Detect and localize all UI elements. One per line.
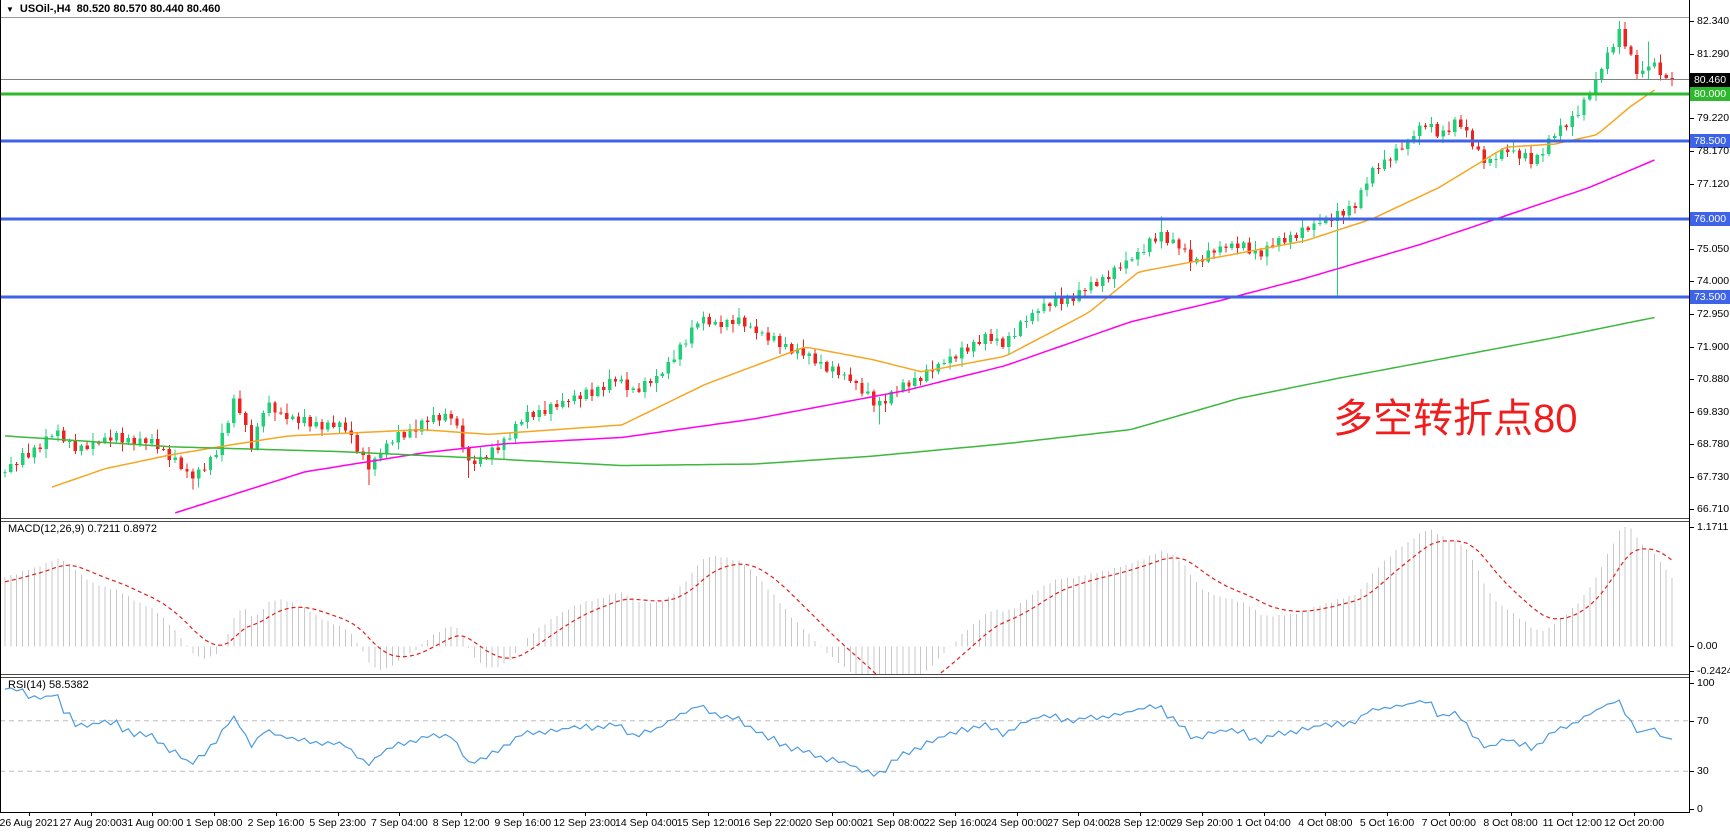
time-label: 1 Sep 08:00 [172,813,256,829]
symbol-dropdown-icon[interactable]: ▼ [6,4,14,14]
rsi-axis-label: 100 [1690,677,1730,689]
price-badge-80.000: 80.000 [1690,87,1730,101]
time-label: 16 Sep 22:00 [728,813,812,829]
price-tick: 68.780 [1690,438,1730,450]
time-label: 2 Sep 16:00 [234,813,318,829]
time-label: 14 Sep 04:00 [604,813,688,829]
macd-panel-separator[interactable] [0,518,1690,522]
time-label: 5 Oct 16:00 [1345,813,1429,829]
price-tick: 70.880 [1690,373,1730,385]
chart-annotation-text[interactable]: 多空转折点80 [1333,397,1578,441]
price-axis-column[interactable]: 80.460 80.000 78.500 76.000 73.500 82.340 81.2… [1690,0,1730,815]
price-tick: 82.340 [1690,15,1730,27]
price-tick: 69.830 [1690,406,1730,418]
price-tick: 79.220 [1690,112,1730,124]
macd-label: MACD(12,26,9) 0.7211 0.8972 [8,523,157,535]
time-label: 27 Aug 20:00 [49,813,133,829]
time-label: 20 Sep 00:00 [790,813,874,829]
price-tick: 78.170 [1690,145,1730,157]
time-label: 27 Sep 04:00 [1036,813,1120,829]
ohlc-readout: 80.520 80.570 80.440 80.460 [76,3,221,15]
macd-axis-label: 1.1711 [1690,521,1730,533]
time-label: 15 Sep 12:00 [666,813,750,829]
candles-series [3,21,1674,490]
time-label: 7 Sep 04:00 [357,813,441,829]
time-label: 12 Oct 20:00 [1592,813,1676,829]
rsi-canvas[interactable] [0,678,1690,812]
price-tick: 67.730 [1690,471,1730,483]
price-badge-80.460: 80.460 [1690,73,1730,87]
price-badge-78.500: 78.500 [1690,134,1730,148]
time-label: 11 Oct 12:00 [1530,813,1614,829]
price-chart-canvas[interactable] [0,0,1690,518]
price-tick: 71.900 [1690,341,1730,353]
macd-histogram [4,527,1673,674]
price-tick: 74.000 [1690,275,1730,287]
left-border [0,0,1,813]
rsi-panel-separator[interactable] [0,674,1690,678]
price-badge-76.000: 76.000 [1690,212,1730,226]
plot-right-border [1689,0,1690,813]
time-label: 1 Oct 04:00 [1222,813,1306,829]
time-label: 29 Sep 20:00 [1160,813,1244,829]
time-label: 8 Oct 08:00 [1469,813,1553,829]
macd-axis-label: -0.2424 [1690,665,1730,677]
macd-axis-label: 0.00 [1690,640,1730,652]
time-label: 8 Sep 12:00 [419,813,503,829]
chart-title-bar: ▼ USOil-,H4 80.520 80.570 80.440 80.460 [6,3,220,15]
time-label: 4 Oct 08:00 [1283,813,1367,829]
time-label: 24 Sep 00:00 [975,813,1059,829]
rsi-axis-label: 0 [1690,803,1730,815]
time-label: 5 Sep 23:00 [296,813,380,829]
time-axis[interactable]: 26 Aug 2021 27 Aug 20:00 31 Aug 00:00 1 Sep… [0,813,1690,837]
time-label: 26 Aug 2021 [0,813,71,829]
macd-canvas[interactable] [0,522,1690,674]
time-label: 22 Sep 16:00 [913,813,997,829]
price-tick: 75.050 [1690,243,1730,255]
rsi-line [4,687,1673,778]
price-badge-73.500: 73.500 [1690,290,1730,304]
time-label: 9 Sep 16:00 [481,813,565,829]
ma-mid-magenta[interactable] [174,159,1655,514]
time-label: 28 Sep 12:00 [1098,813,1182,829]
time-label: 7 Oct 00:00 [1407,813,1491,829]
title-divider [0,17,1690,18]
symbol-timeframe-label: USOil-,H4 [19,3,71,15]
time-label: 21 Sep 08:00 [851,813,935,829]
macd-signal-line [4,540,1673,674]
time-label: 12 Sep 23:00 [543,813,627,829]
rsi-axis-label: 30 [1690,765,1730,777]
rsi-axis-label: 70 [1690,715,1730,727]
price-tick: 72.950 [1690,308,1730,320]
time-label: 31 Aug 00:00 [110,813,194,829]
price-tick: 66.710 [1690,503,1730,515]
ma-slow-green[interactable] [4,316,1655,467]
price-tick: 81.290 [1690,48,1730,60]
price-tick: 77.120 [1690,178,1730,190]
plot-bottom-border [0,812,1690,813]
ma-fast-orange[interactable] [51,89,1655,488]
rsi-label: RSI(14) 58.5382 [8,679,89,691]
